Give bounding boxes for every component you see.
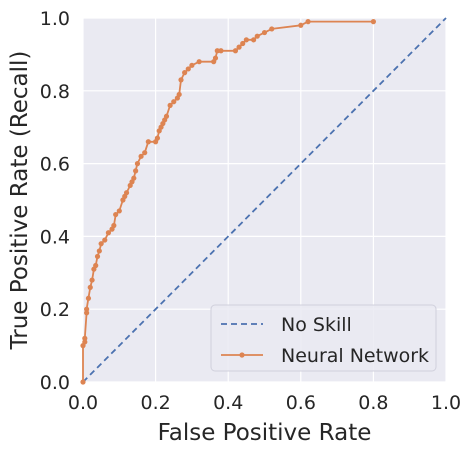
data-point [94, 253, 101, 260]
data-point [189, 62, 195, 68]
data-point [138, 153, 144, 159]
y-tick-label: 0.8 [40, 81, 70, 103]
data-point [251, 37, 257, 43]
data-point [105, 230, 112, 236]
x-axis-label: False Positive Rate [158, 420, 372, 446]
legend: No Skill Neural Network [210, 304, 437, 372]
data-point [85, 295, 92, 301]
legend-label: Neural Network [281, 345, 429, 367]
x-tick-label: 1.0 [431, 392, 461, 414]
y-tick-label: 0.0 [40, 372, 70, 394]
data-point [240, 40, 246, 47]
data-point [82, 339, 88, 345]
data-point [305, 19, 311, 25]
data-point [87, 284, 93, 290]
series-layer [80, 17, 447, 385]
data-point [123, 190, 130, 196]
data-point [232, 48, 239, 54]
data-point [178, 77, 184, 83]
data-point [254, 33, 260, 39]
data-point [236, 44, 242, 50]
data-point [167, 102, 173, 108]
x-tick-label: 0.4 [213, 392, 243, 414]
data-point [154, 135, 161, 141]
data-point [214, 48, 220, 54]
data-point [82, 335, 88, 341]
data-point [176, 91, 182, 98]
legend-box [210, 304, 437, 372]
data-point [269, 26, 275, 32]
data-point [218, 48, 224, 54]
data-point [98, 241, 104, 247]
x-tick-labels: 0.0 0.2 0.4 0.6 0.8 1.0 [68, 392, 461, 414]
x-tick-label: 0.2 [140, 392, 170, 414]
x-tick-label: 0.0 [68, 392, 98, 414]
data-point [89, 277, 95, 283]
data-point [185, 66, 191, 72]
data-point [133, 168, 139, 174]
legend-label: No Skill [281, 314, 352, 336]
y-tick-label: 0.2 [40, 299, 70, 321]
y-tick-label: 0.6 [40, 154, 70, 176]
y-tick-label: 1.0 [40, 8, 70, 30]
x-tick-label: 0.8 [358, 392, 388, 414]
data-point [145, 139, 151, 145]
data-point [196, 59, 202, 65]
data-point [80, 379, 86, 385]
data-point [142, 150, 148, 156]
data-point [171, 99, 177, 105]
data-point [261, 29, 268, 36]
data-point [93, 262, 99, 269]
series-line-no-skill [82, 17, 447, 383]
data-point [298, 22, 304, 28]
data-point [111, 222, 117, 229]
y-tick-label: 0.4 [40, 226, 70, 248]
data-point [163, 113, 170, 119]
data-point [370, 19, 376, 25]
data-point [96, 248, 102, 254]
data-point [134, 161, 141, 167]
data-point [113, 211, 119, 218]
data-point [182, 70, 188, 76]
data-point [102, 237, 108, 243]
y-axis-label: True Positive Rate (Recall) [7, 51, 33, 351]
data-point [84, 310, 90, 316]
data-point [131, 175, 137, 181]
data-point [243, 37, 249, 43]
y-tick-labels: 0.0 0.2 0.4 0.6 0.8 1.0 [40, 8, 70, 394]
legend-marker [239, 352, 245, 358]
data-point [116, 208, 122, 214]
x-tick-label: 0.6 [286, 392, 316, 414]
grid-lines [82, 17, 447, 383]
data-point [212, 55, 219, 61]
data-point [84, 306, 90, 312]
